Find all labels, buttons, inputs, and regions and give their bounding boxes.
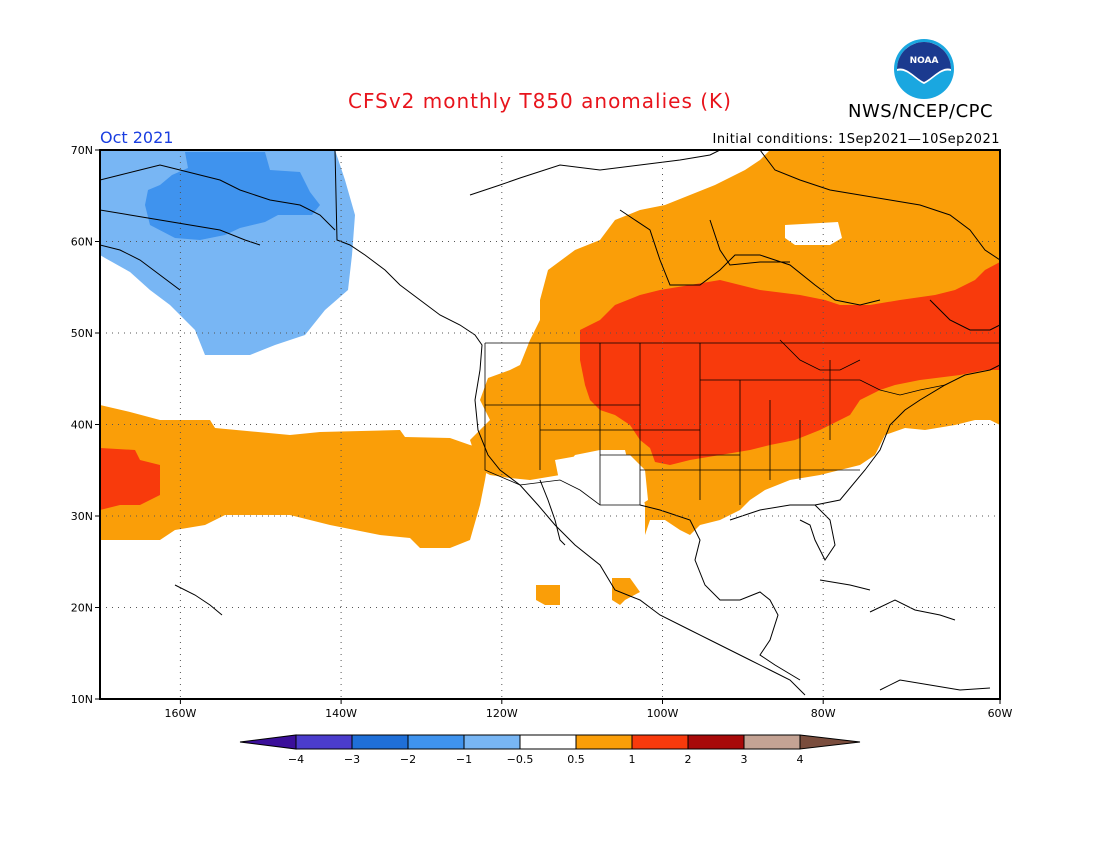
lon-label: 60W [988,707,1013,720]
lon-label: 80W [811,707,836,720]
anomaly-region-mid-blue [145,152,320,240]
colorbar-label: 2 [685,753,692,766]
colorbar-label: −2 [400,753,416,766]
lat-label: 40N [71,419,93,432]
colorbar-swatch [407,734,465,750]
lat-label: 20N [71,602,93,615]
colorbar [239,734,861,750]
colorbar-label: 0.5 [567,753,585,766]
colorbar-label: 4 [797,753,804,766]
graticule [100,150,1000,699]
lon-label: 140W [325,707,357,720]
colorbar-swatch [239,734,297,750]
colorbar-swatch [463,734,521,750]
neutral-patch-southwest [555,452,648,505]
neutral-patch [785,222,842,245]
colorbar-swatch [743,734,801,750]
colorbar-swatch [351,734,409,750]
colorbar-swatch [631,734,689,750]
svg-text:NOAA: NOAA [910,56,939,66]
lat-label: 50N [71,327,93,340]
lat-label: 30N [71,510,93,523]
colorbar-label: −4 [288,753,304,766]
axis-ticks [95,149,1001,704]
lat-label: 10N [71,693,93,706]
forecast-month: Oct 2021 [100,128,174,147]
initial-conditions: Initial conditions: 1Sep2021—10Sep2021 [712,132,1000,147]
lat-label: 60N [71,236,93,249]
coastlines [100,150,1000,696]
colorbar-swatch [799,734,861,750]
colorbar-swatch [519,734,577,750]
colorbar-swatch [575,734,633,750]
colorbar-label: −3 [344,753,360,766]
colorbar-label: 3 [741,753,748,766]
colorbar-label: −0.5 [507,753,534,766]
lon-label: 120W [486,707,518,720]
colorbar-swatch [687,734,745,750]
lon-label: 160W [164,707,196,720]
colorbar-label: −1 [456,753,472,766]
anomaly-region-red [100,262,1000,510]
noaa-logo-icon: NOAA [894,39,954,99]
lon-label: 100W [647,707,679,720]
colorbar-labels: −4 −3 −2 −1 −0.5 0.5 1 2 3 4 [288,753,804,766]
colorbar-swatch [295,734,353,750]
longitude-labels: 160W 140W 120W 100W 80W 60W [164,707,1012,720]
map-title: CFSv2 monthly T850 anomalies (K) [348,89,732,113]
colorbar-label: 1 [629,753,636,766]
lat-label: 70N [71,144,93,157]
latitude-labels: 10N 20N 30N 40N 50N 60N 70N [71,144,93,706]
agency-label: NWS/NCEP/CPC [848,101,994,122]
